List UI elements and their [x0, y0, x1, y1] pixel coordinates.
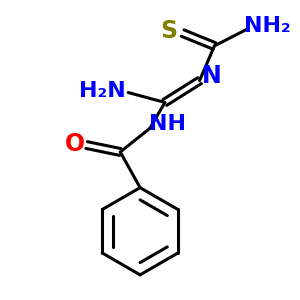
Text: NH: NH [149, 114, 186, 134]
Text: S: S [160, 19, 177, 43]
Text: O: O [64, 132, 85, 156]
Text: H₂N: H₂N [79, 81, 126, 100]
Text: N: N [202, 64, 221, 88]
Text: NH₂: NH₂ [244, 16, 290, 36]
